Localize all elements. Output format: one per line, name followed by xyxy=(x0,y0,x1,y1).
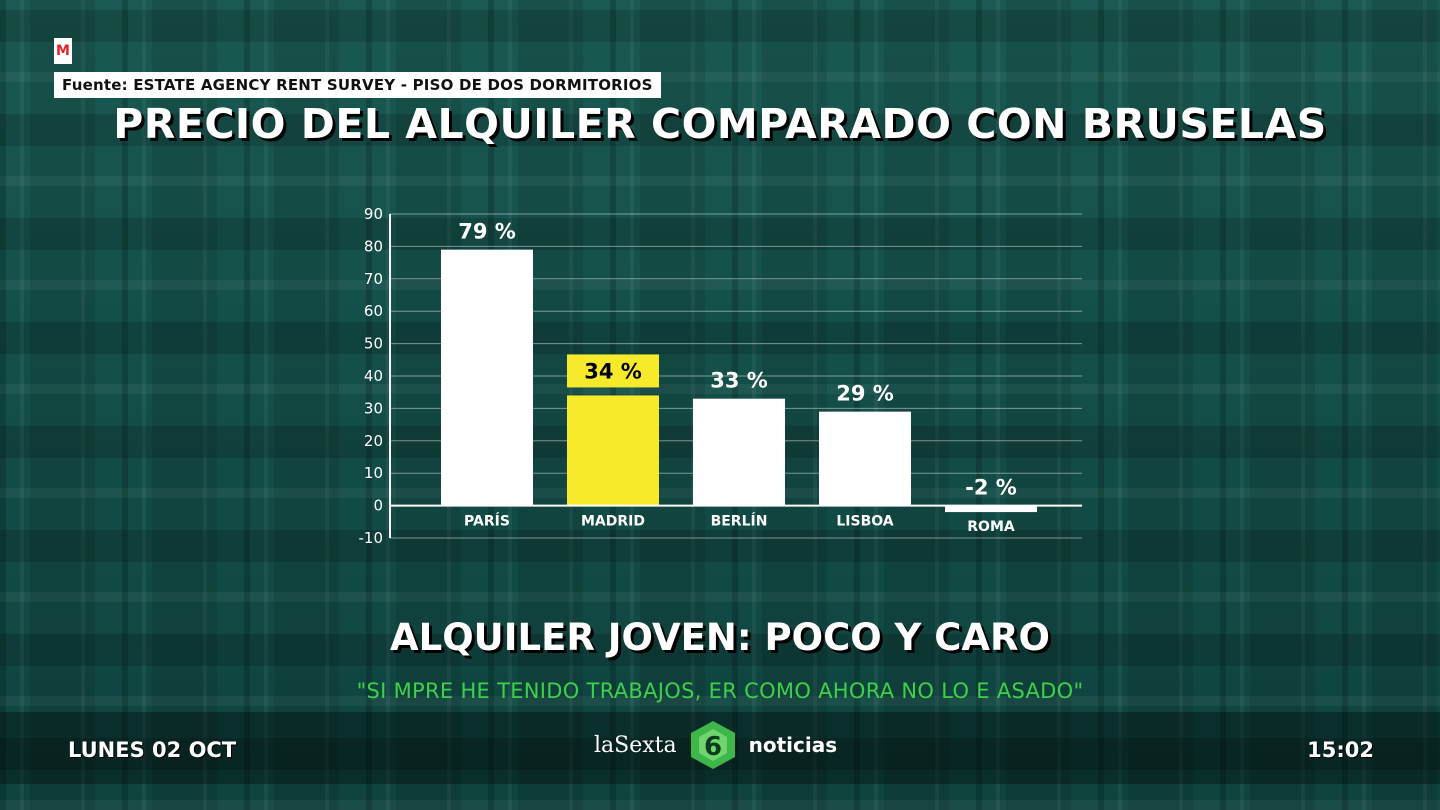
labels: 79 % PARÍS 34 % MADRID 33 % BERLÍN 29 % LISBOA -… xyxy=(458,220,1017,535)
category-label: PARÍS xyxy=(464,513,510,530)
bars xyxy=(441,249,1037,513)
value-label: 79 % xyxy=(458,220,516,244)
time-label: 15:02 xyxy=(1307,738,1374,762)
category-label: ROMA xyxy=(967,519,1015,535)
y-tick-label: 50 xyxy=(364,335,383,353)
y-tick-label: 40 xyxy=(364,367,383,385)
bar-lisboa xyxy=(819,411,911,506)
value-label: 29 % xyxy=(836,382,894,406)
six-logo-digit: 6 xyxy=(704,732,722,762)
y-tick-label: 20 xyxy=(364,432,383,450)
category-label: BERLÍN xyxy=(711,513,768,530)
y-axis-ticks: 90 80 70 60 50 40 30 20 10 0 -10 xyxy=(359,205,384,547)
bar-madrid xyxy=(567,395,659,506)
y-tick-label: 90 xyxy=(364,205,383,223)
brand-lasexta: laSexta xyxy=(594,732,677,758)
brand-logo: laSexta 6 noticias xyxy=(594,717,837,773)
six-logo-icon: 6 xyxy=(690,721,735,769)
quote-ticker: "SI MPRE HE TENIDO TRABAJOS, ER COMO AHO… xyxy=(356,679,1084,703)
brand-noticias: noticias xyxy=(748,733,838,757)
y-tick-label: 0 xyxy=(373,497,383,515)
value-label: -2 % xyxy=(965,476,1017,500)
y-tick-label: 60 xyxy=(364,302,383,320)
category-label: MADRID xyxy=(581,514,645,530)
channel-logo-icon: M xyxy=(54,38,72,64)
value-label: 33 % xyxy=(710,369,768,393)
bar-berlín xyxy=(693,398,785,506)
y-tick-label: -10 xyxy=(359,529,384,547)
source-caption: Fuente: ESTATE AGENCY RENT SURVEY - PISO… xyxy=(54,72,661,98)
value-label-box xyxy=(567,354,659,388)
value-label: 34 % xyxy=(584,359,642,383)
y-tick-label: 80 xyxy=(364,237,383,255)
y-tick-label: 70 xyxy=(364,270,383,288)
category-label: LISBOA xyxy=(836,514,893,530)
date-label: LUNES 02 OCT xyxy=(68,738,237,762)
headline: ALQUILER JOVEN: POCO Y CARO xyxy=(390,616,1050,659)
bar-roma xyxy=(945,505,1037,513)
y-tick-label: 30 xyxy=(364,399,383,417)
chart-title: PRECIO DEL ALQUILER COMPARADO CON BRUSEL… xyxy=(113,100,1327,148)
y-tick-label: 10 xyxy=(364,464,383,482)
bar-parís xyxy=(441,249,533,506)
